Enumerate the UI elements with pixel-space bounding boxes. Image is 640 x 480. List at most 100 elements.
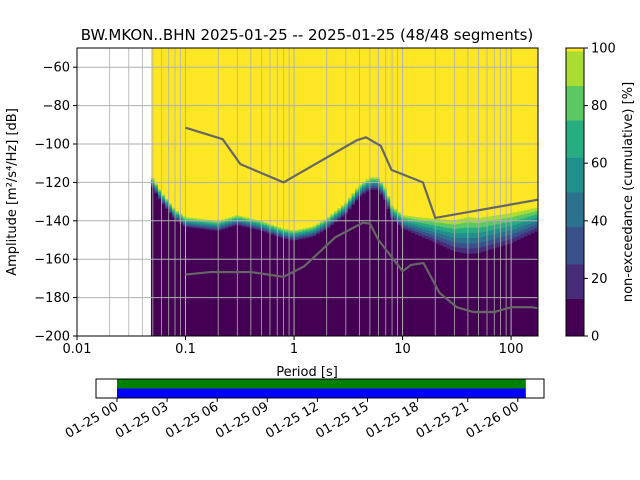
heatmap-cell [478,232,483,239]
heatmap-cell [182,224,187,227]
heatmap-cell [358,187,363,191]
heatmap-cell [154,194,159,336]
heatmap-cell [481,227,486,233]
heatmap-cell [203,219,208,222]
heatmap-cell [362,185,367,188]
heatmap-cell [161,197,166,200]
heatmap-cell [404,221,409,225]
heatmap-cell [295,48,300,230]
heatmap-cell [256,225,261,228]
heatmap-cell [274,235,279,238]
heatmap-cell [344,213,349,216]
heatmap-cell [168,210,173,213]
heatmap-cell [386,48,391,196]
heatmap-cell [312,234,317,237]
colorbar-segment [566,99,584,104]
heatmap-cell [499,219,504,225]
heatmap-cell [407,227,412,230]
heatmap-cell [252,48,257,220]
heatmap-cell [288,241,293,336]
heatmap-cell [207,229,212,232]
heatmap-cell [442,219,448,224]
heatmap-cell [471,248,476,255]
heatmap-cell [464,248,469,255]
heatmap-cell [263,233,268,336]
heatmap-cell [193,218,198,221]
heatmap-cell [457,242,462,249]
heatmap-cell [196,227,201,230]
heatmap-cell [228,221,233,224]
heatmap-cell [495,215,500,221]
heatmap-cell [340,216,345,219]
heatmap-cell [193,222,198,225]
heatmap-cell [481,236,486,243]
heatmap-cell [446,252,451,336]
heatmap-cell [464,238,469,244]
heatmap-cell [474,248,479,254]
heatmap-cell [379,194,384,197]
heatmap-cell [157,189,162,192]
heatmap-cell [407,224,412,228]
heatmap-cell [506,213,511,219]
y-tick-label: −60 [43,61,70,76]
noise-models [185,126,539,314]
heatmap-cell [165,203,170,206]
heatmap-cell [189,220,194,223]
heatmap-cell [221,222,226,225]
colorbar-segment [566,217,584,222]
heatmap-cell [260,228,265,231]
heatmap-cell [499,48,504,215]
heatmap-cell [379,185,384,188]
heatmap-cell [509,213,514,218]
heatmap-cell [530,226,535,231]
heatmap-cell [428,234,433,238]
colorbar-segment [566,301,584,305]
heatmap-cell [270,226,275,228]
heatmap-cell [298,48,303,229]
heatmap-cell [333,212,338,215]
heatmap-cell [277,229,282,232]
heatmap-cell [372,178,377,182]
colorbar-segment [566,206,584,210]
heatmap-cell [513,228,518,234]
heatmap-cell [527,234,532,240]
heatmap-cell [428,237,433,242]
heatmap-cell [161,48,166,195]
colorbar-segment [566,68,584,72]
heatmap-cell [340,205,345,208]
heatmap-cell [439,245,444,250]
heatmap-cell [457,247,462,253]
heatmap-cell [228,225,233,228]
heatmap-cell [453,251,458,257]
colorbar-segment [566,73,584,78]
colorbar-segment [566,295,584,300]
colorbar-segment [566,59,584,63]
heatmap-cell [228,224,233,227]
heatmap-cell [305,48,310,228]
heatmap-cell [302,229,307,232]
heatmap-cell [450,245,455,251]
heatmap-cell [231,226,236,229]
heatmap-cell [189,223,194,226]
heatmap-cell [495,242,500,248]
heatmap-cell [435,48,440,220]
heatmap-cell [242,225,247,228]
heatmap-cell [439,248,444,336]
heatmap-cell [425,218,430,222]
heatmap-cell [432,245,437,336]
heatmap-cell [450,48,455,220]
heatmap-cell [238,223,243,225]
heatmap-cell [284,48,289,230]
heatmap-cell [506,235,511,241]
heatmap-cell [312,226,317,229]
heatmap-cell [502,214,507,220]
heatmap-cell [333,219,338,222]
heatmap-cell [347,205,353,209]
heatmap-cell [372,189,377,193]
heatmap-cell [326,224,331,227]
heatmap-cell [471,222,476,229]
heatmap-cell [207,231,212,336]
heatmap-cell [312,225,317,228]
heatmap-cell [323,222,328,225]
colorbar-segment [566,122,584,127]
